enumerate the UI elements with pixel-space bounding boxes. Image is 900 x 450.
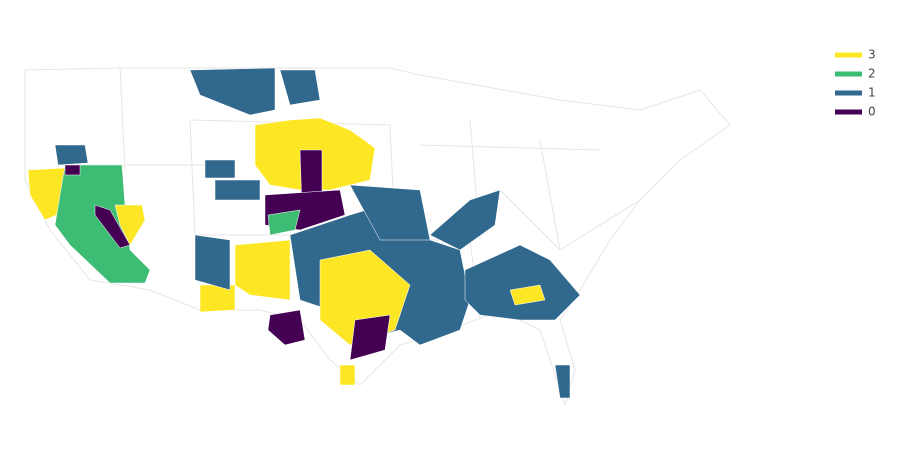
region	[339, 364, 356, 386]
region	[114, 204, 146, 246]
legend-label: 0	[868, 105, 876, 119]
legend-label: 1	[868, 86, 876, 100]
region	[429, 189, 501, 251]
region	[189, 67, 276, 116]
region	[279, 69, 321, 106]
legend-label: 2	[868, 67, 876, 81]
region	[349, 314, 391, 361]
region	[349, 184, 431, 241]
region	[64, 164, 81, 176]
region	[94, 204, 131, 249]
region	[54, 144, 89, 166]
region	[234, 239, 291, 301]
region	[204, 159, 236, 179]
region	[267, 209, 301, 236]
region	[509, 284, 546, 306]
region	[214, 179, 261, 201]
region	[267, 309, 306, 346]
legend-label: 3	[868, 48, 876, 62]
region	[464, 244, 581, 321]
regions	[27, 67, 581, 399]
region	[554, 364, 571, 399]
legend: 3 2 1 0	[835, 48, 876, 119]
country-outline	[24, 67, 731, 407]
region	[194, 234, 231, 291]
